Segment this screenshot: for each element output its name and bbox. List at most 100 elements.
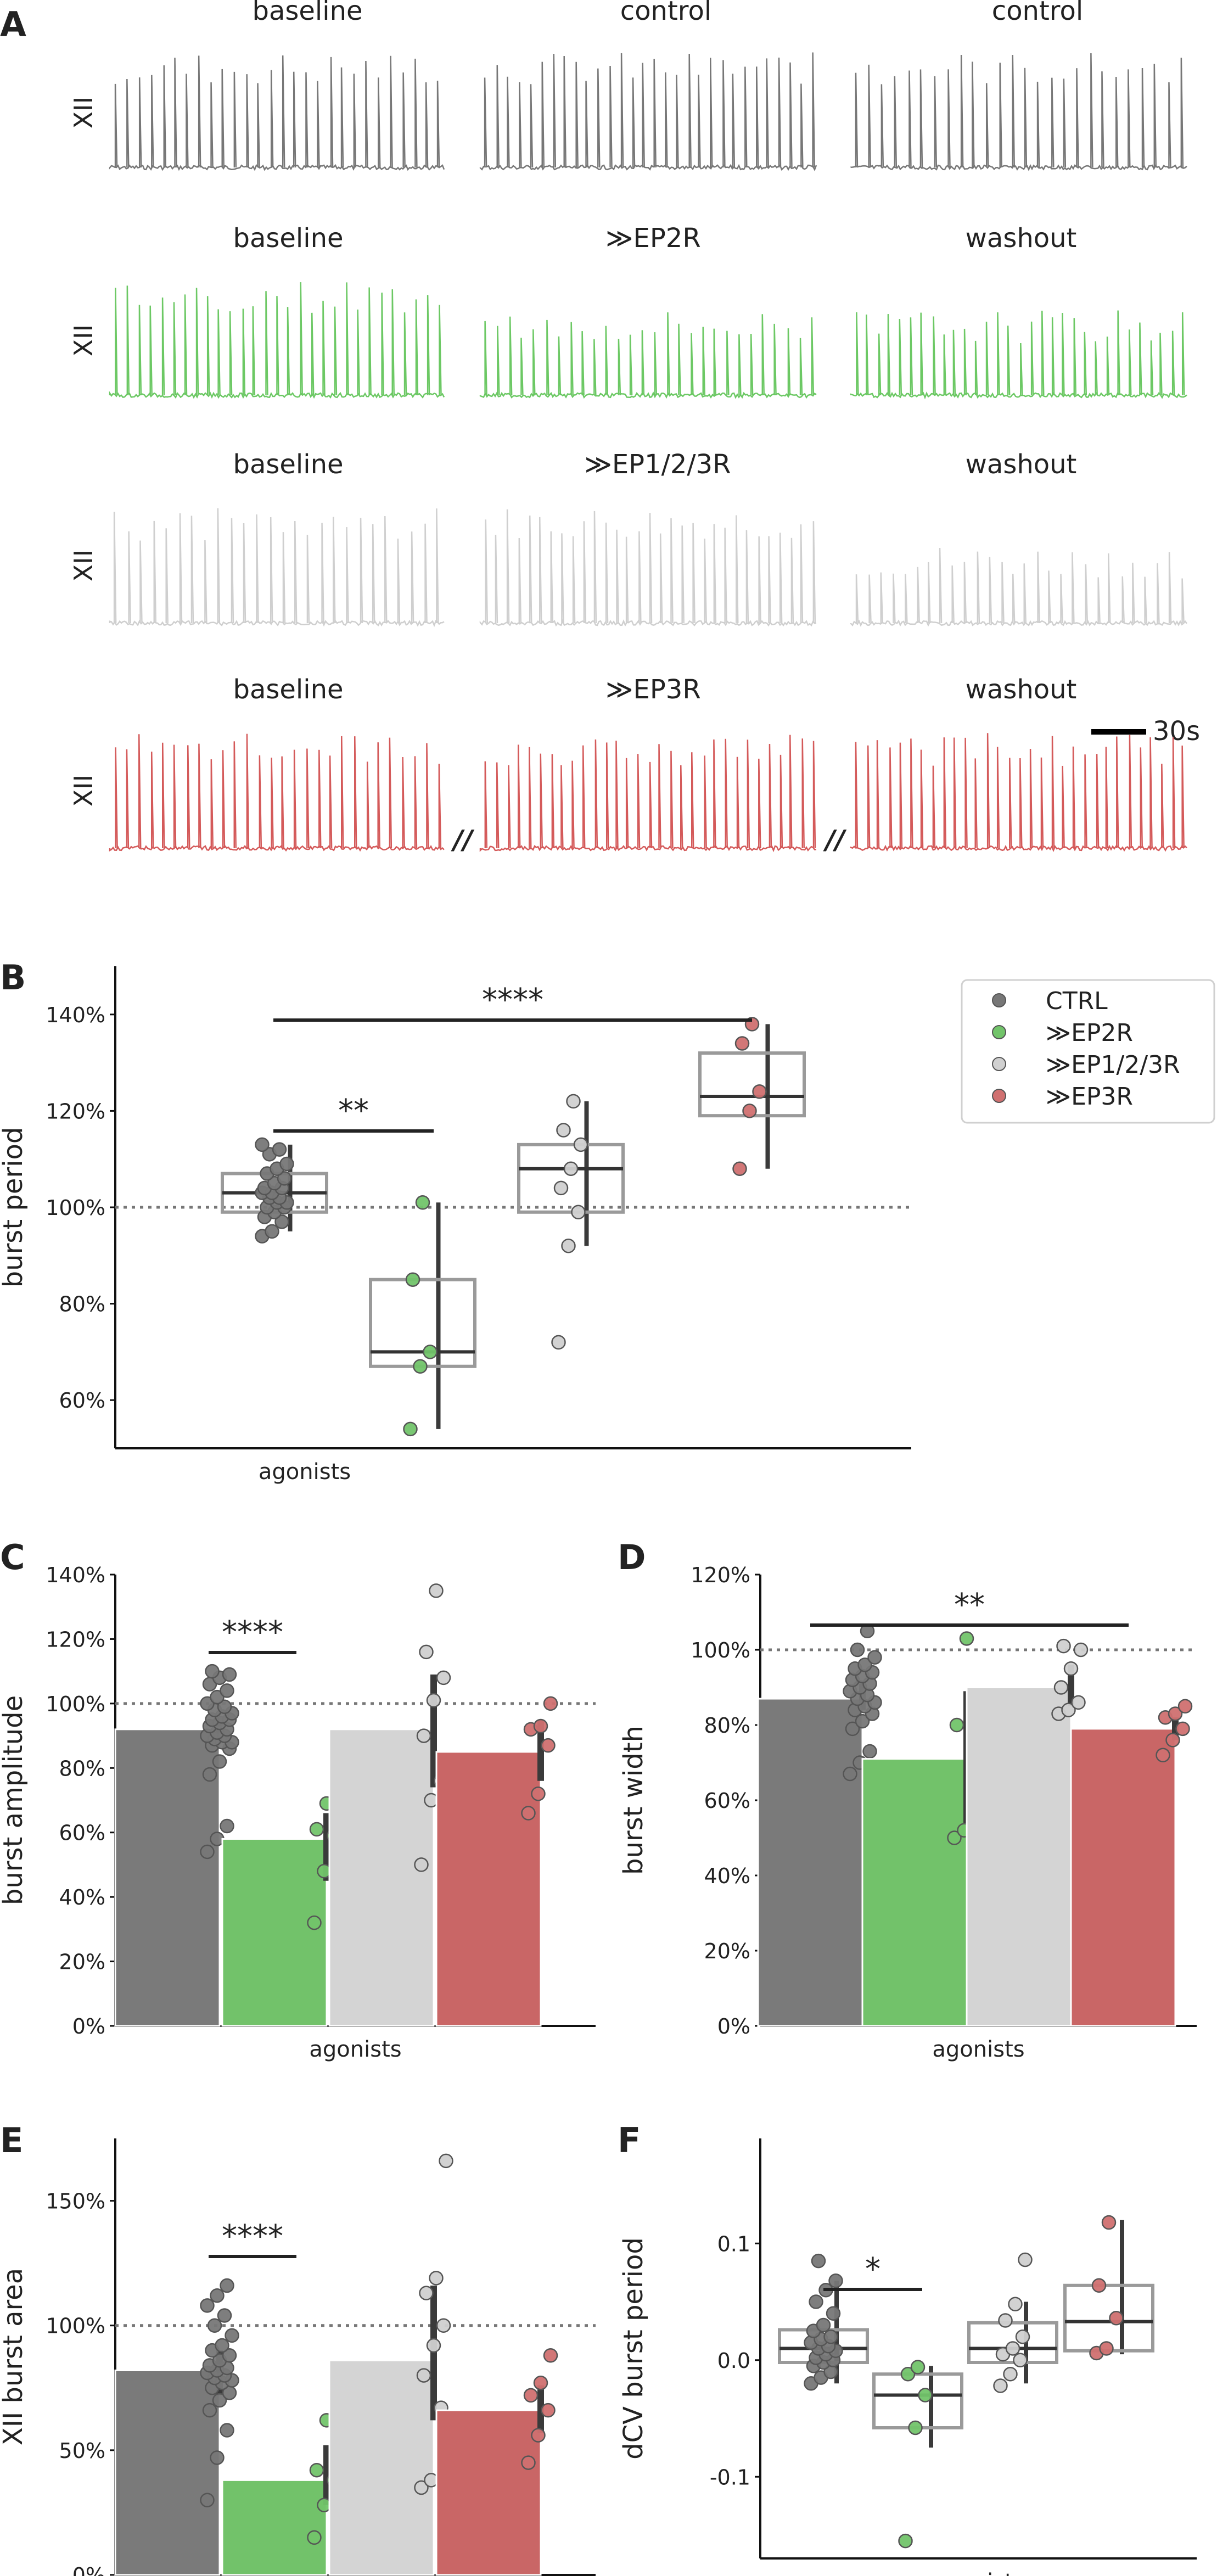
data-point (541, 1738, 556, 1753)
data-point (1156, 1748, 1170, 1763)
y-tick-label: 120% (46, 1099, 105, 1123)
data-point (1091, 2278, 1107, 2293)
data-point (200, 2298, 215, 2313)
trace-title: baseline (252, 0, 362, 26)
trace-xii (479, 735, 817, 853)
data-point (220, 1818, 234, 1834)
data-point (566, 1094, 581, 1109)
data-point (1013, 2353, 1028, 2367)
data-point (274, 1214, 289, 1229)
data-point (850, 1642, 865, 1657)
data-point (414, 1857, 429, 1872)
data-point (828, 2273, 843, 2288)
data-point (217, 1699, 232, 1714)
y-tick-label: 150% (46, 2189, 105, 2214)
bar (435, 1751, 542, 2027)
data-point (1003, 2367, 1018, 2382)
y-tick-label: 100% (46, 1196, 105, 1220)
legend-marker-ctrl (992, 993, 1006, 1007)
data-point (1101, 2215, 1117, 2230)
data-point (1018, 2252, 1033, 2267)
data-point (200, 1844, 215, 1860)
data-point (857, 1657, 872, 1672)
trace-xii (850, 310, 1187, 400)
trace-ylabel: XII (69, 324, 98, 357)
data-point (533, 1718, 548, 1734)
data-point (908, 2420, 923, 2435)
y-axis-label: burst amplitude (0, 1695, 29, 1905)
data-point (947, 1830, 962, 1845)
trace-xii (109, 508, 445, 628)
bar (966, 1687, 1072, 2027)
y-tick-label: 20% (59, 1950, 105, 1974)
data-point (200, 2493, 215, 2507)
trace-title: ≫EP2R (605, 223, 700, 254)
bar (328, 2359, 435, 2576)
data-point (222, 2348, 237, 2363)
panel-letter-e: E (0, 2120, 23, 2160)
data-point (898, 2533, 913, 2549)
data-point (1165, 1733, 1180, 1748)
data-point (521, 2455, 536, 2470)
data-point (533, 2375, 548, 2390)
data-point (207, 2318, 222, 2333)
data-point (543, 1696, 558, 1711)
trace-title: ≫EP1/2/3R (585, 449, 731, 480)
data-point (918, 2388, 933, 2403)
data-point (949, 1717, 964, 1733)
significance-label: **** (222, 1615, 283, 1650)
data-point (414, 2480, 429, 2495)
trace-title: baseline (233, 449, 343, 480)
data-point (862, 1744, 877, 1759)
data-point (413, 1359, 428, 1374)
trace-title: baseline (233, 674, 343, 705)
data-point (573, 1137, 588, 1152)
bar (114, 1728, 221, 2027)
trace-title: washout (966, 223, 1077, 254)
y-tick-label: 60% (59, 1821, 105, 1845)
data-point (279, 1156, 294, 1172)
data-point (215, 2338, 229, 2353)
trace-title: washout (966, 449, 1077, 480)
x-axis-label: agonists (932, 2569, 1024, 2576)
data-point (998, 2313, 1013, 2328)
significance-label: **** (222, 2219, 283, 2254)
y-tick-label: 50% (59, 2439, 105, 2463)
data-point (556, 1123, 571, 1138)
data-point (1099, 2341, 1114, 2356)
data-point (732, 1161, 747, 1177)
y-tick-label: 20% (704, 1939, 750, 1963)
data-point (210, 2288, 225, 2303)
panel-letter-a: A (0, 4, 26, 44)
data-point (1053, 1680, 1069, 1695)
y-tick-label: 0.0 (717, 2349, 750, 2373)
data-point (205, 1664, 220, 1679)
trace-ylabel: XII (69, 550, 98, 582)
data-point (426, 1693, 441, 1708)
data-point (523, 2388, 539, 2403)
data-point (752, 1084, 767, 1099)
significance-label: **** (482, 982, 543, 1018)
data-point (734, 1036, 750, 1051)
y-tick-label: 80% (59, 1756, 105, 1780)
data-point (220, 1683, 234, 1698)
legend-marker-ep3r (992, 1089, 1006, 1103)
data-point (845, 1721, 860, 1737)
data-point (1071, 1695, 1086, 1710)
bar (757, 1698, 863, 2027)
data-point (429, 1583, 444, 1598)
y-axis-label: burst width (618, 1726, 649, 1875)
trace-xii (479, 509, 817, 627)
bar (1070, 1728, 1176, 2027)
trace-title: washout (966, 674, 1077, 705)
y-axis-label: burst period (0, 1127, 29, 1288)
data-point (225, 2328, 239, 2343)
bar (221, 1838, 328, 2027)
y-tick-label: 120% (691, 1563, 750, 1587)
data-point (521, 1806, 536, 1821)
chart-d: 0% 20% 40% 60% 80% 100% 120% burst width agonist… (618, 1563, 1197, 2062)
box (872, 2372, 963, 2429)
y-tick-label: -0.1 (710, 2465, 750, 2489)
y-tick-label: 0.1 (717, 2232, 750, 2256)
panel-letter-c: C (0, 1537, 25, 1577)
